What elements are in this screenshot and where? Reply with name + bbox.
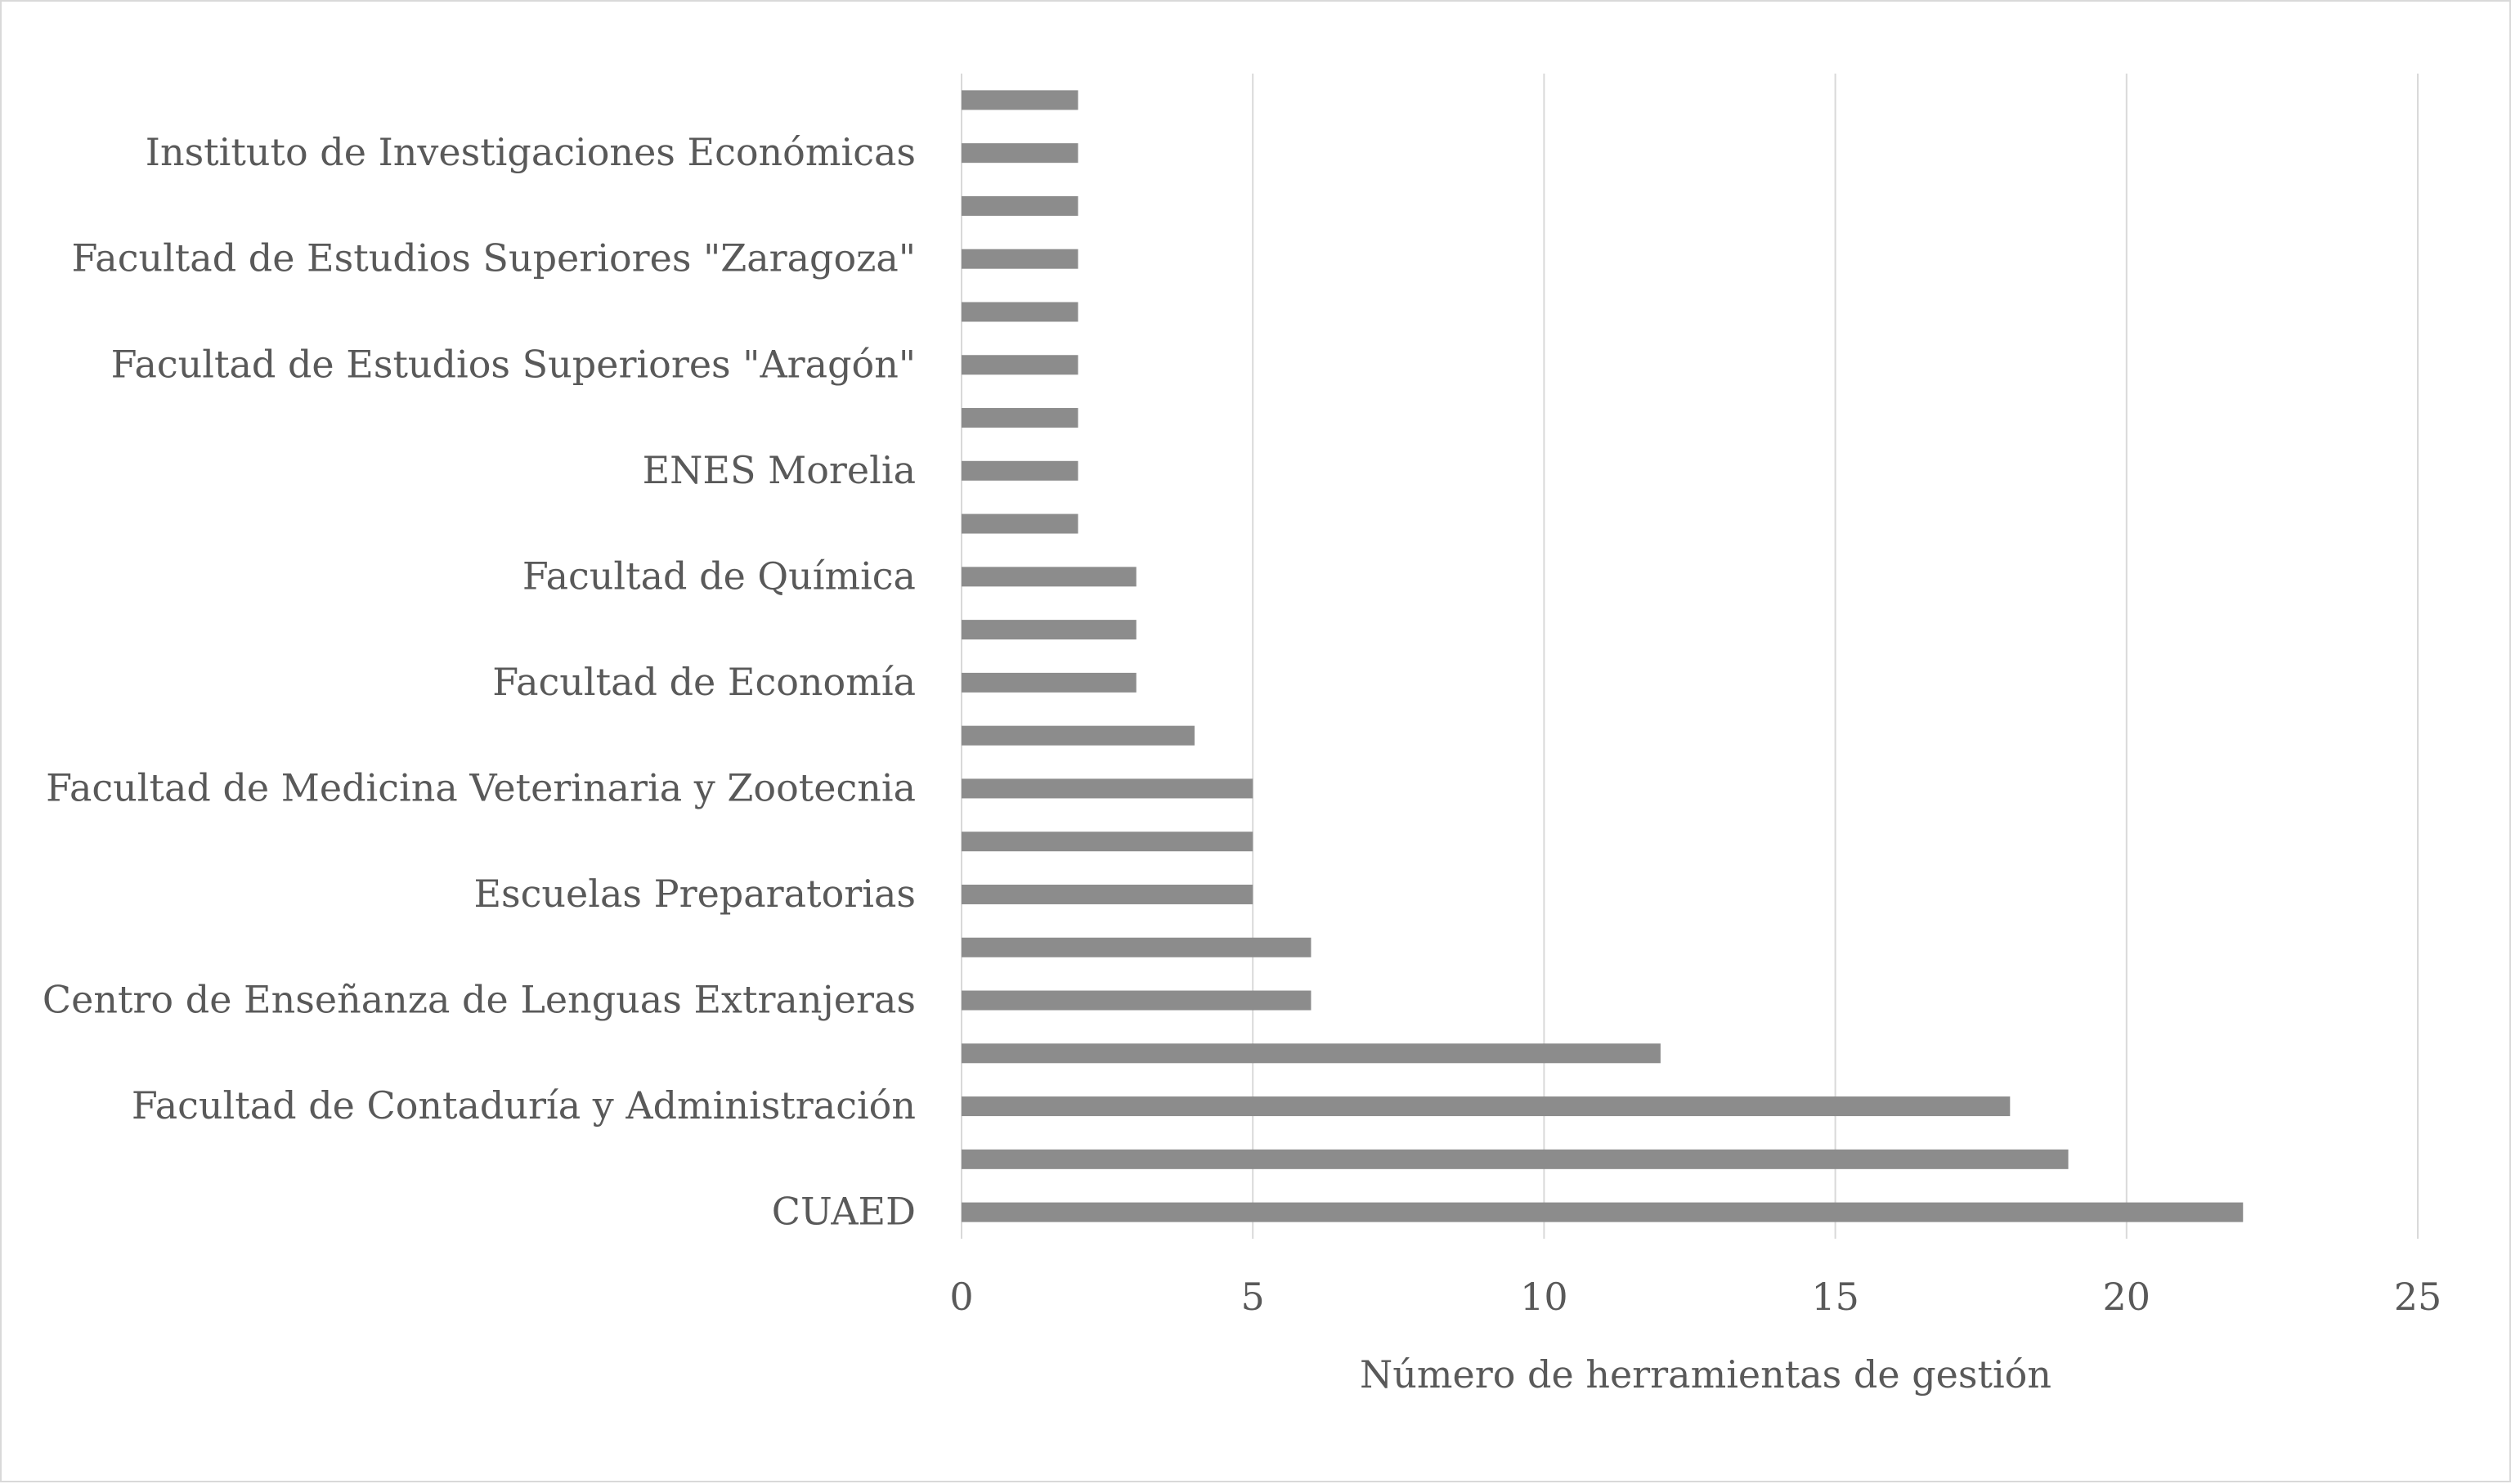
category-label: ENES Morelia [643, 448, 916, 492]
bar [962, 1149, 2069, 1169]
bar [962, 884, 1253, 904]
bar [962, 355, 1078, 375]
category-label: Centro de Enseñanza de Lenguas Extranjer… [43, 978, 916, 1022]
category-label: Facultad de Estudios Superiores "Aragón" [111, 342, 916, 386]
bar [962, 1202, 2244, 1222]
x-tick-label: 10 [1520, 1275, 1568, 1319]
bars [962, 90, 2244, 1222]
bar [962, 460, 1078, 481]
bar [962, 195, 1078, 216]
bar [962, 725, 1195, 746]
x-tick-label: 15 [1811, 1275, 1859, 1319]
x-tick-label: 20 [2103, 1275, 2151, 1319]
category-label: Facultad de Medicina Veterinaria y Zoote… [46, 765, 916, 809]
x-tick-label: 0 [949, 1275, 973, 1319]
bar [962, 408, 1078, 428]
bar [962, 1043, 1661, 1064]
category-label: CUAED [772, 1190, 916, 1234]
category-label: Facultad de Contaduría y Administración [132, 1083, 916, 1128]
bar [962, 143, 1078, 164]
bar [962, 513, 1078, 534]
bar [962, 1096, 2011, 1117]
category-label: Instituto de Investigaciones Económicas [146, 130, 916, 174]
bar [962, 778, 1253, 799]
category-label: Facultad de Economía [492, 660, 916, 704]
bar [962, 937, 1312, 957]
bar [962, 567, 1137, 587]
x-tick-label: 25 [2394, 1275, 2442, 1319]
x-tick-labels: 0 5 10 15 20 25 [949, 1275, 2441, 1319]
bar [962, 672, 1137, 693]
gridlines [961, 74, 2419, 1239]
category-label: Facultad de Química [522, 554, 916, 598]
bar [962, 90, 1078, 110]
bar [962, 249, 1078, 269]
category-labels: CUAED Facultad de Contaduría y Administra… [43, 130, 916, 1233]
category-label: Escuelas Preparatorias [473, 872, 916, 916]
bar [962, 990, 1312, 1011]
category-label: Facultad de Estudios Superiores "Zaragoz… [71, 236, 916, 280]
bar [962, 302, 1078, 322]
x-tick-label: 5 [1241, 1275, 1265, 1319]
x-axis-title: Número de herramientas de gestión [1360, 1352, 2051, 1397]
bar [962, 832, 1253, 852]
bar [962, 620, 1137, 640]
